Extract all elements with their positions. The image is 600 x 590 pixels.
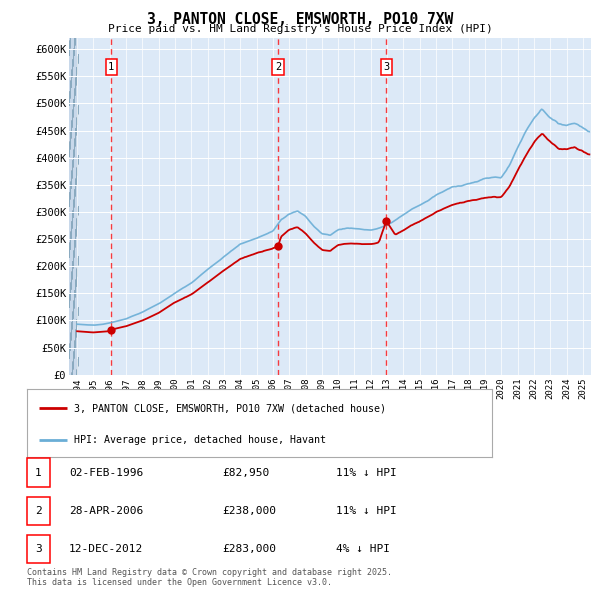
Text: Contains HM Land Registry data © Crown copyright and database right 2025.
This d: Contains HM Land Registry data © Crown c… <box>27 568 392 587</box>
Text: 11% ↓ HPI: 11% ↓ HPI <box>336 506 397 516</box>
Text: £283,000: £283,000 <box>222 545 276 554</box>
Text: £82,950: £82,950 <box>222 468 269 477</box>
Text: 1: 1 <box>108 62 115 72</box>
Text: £238,000: £238,000 <box>222 506 276 516</box>
Text: 3, PANTON CLOSE, EMSWORTH, PO10 7XW (detached house): 3, PANTON CLOSE, EMSWORTH, PO10 7XW (det… <box>74 404 386 414</box>
Text: 12-DEC-2012: 12-DEC-2012 <box>69 545 143 554</box>
Text: 2: 2 <box>275 62 281 72</box>
Text: 3: 3 <box>383 62 389 72</box>
Text: 4% ↓ HPI: 4% ↓ HPI <box>336 545 390 554</box>
Text: 02-FEB-1996: 02-FEB-1996 <box>69 468 143 477</box>
Text: 11% ↓ HPI: 11% ↓ HPI <box>336 468 397 477</box>
Text: 28-APR-2006: 28-APR-2006 <box>69 506 143 516</box>
Text: Price paid vs. HM Land Registry's House Price Index (HPI): Price paid vs. HM Land Registry's House … <box>107 24 493 34</box>
Bar <box>69 38 79 375</box>
Text: 3, PANTON CLOSE, EMSWORTH, PO10 7XW: 3, PANTON CLOSE, EMSWORTH, PO10 7XW <box>147 12 453 27</box>
Text: 1: 1 <box>35 468 42 477</box>
Text: 3: 3 <box>35 545 42 554</box>
Text: HPI: Average price, detached house, Havant: HPI: Average price, detached house, Hava… <box>74 435 325 445</box>
Text: 2: 2 <box>35 506 42 516</box>
